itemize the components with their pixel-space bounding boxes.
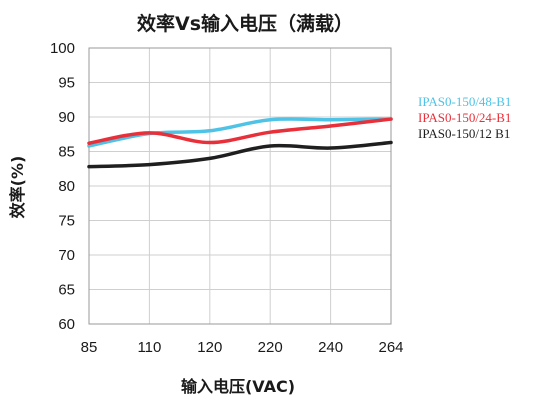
x-tick-label: 120 bbox=[197, 339, 222, 356]
y-tick-label: 100 bbox=[50, 40, 75, 57]
x-tick-labels: 85 110 120 220 240 264 bbox=[81, 339, 404, 356]
x-tick-label: 220 bbox=[258, 339, 283, 356]
y-tick-label: 85 bbox=[58, 144, 75, 161]
y-tick-label: 95 bbox=[58, 75, 75, 92]
x-axis-label: 输入电压(VAC) bbox=[181, 377, 295, 396]
grid bbox=[88, 47, 392, 325]
x-tick-label: 264 bbox=[378, 339, 403, 356]
legend-entry-0: IPAS0-150/48-B1 bbox=[418, 94, 511, 109]
x-tick-label: 110 bbox=[137, 339, 161, 356]
y-tick-label: 75 bbox=[58, 213, 75, 230]
legend: IPAS0-150/48-B1IPAS0-150/24-B1IPAS0-150/… bbox=[418, 94, 511, 141]
series-line-2 bbox=[87, 140, 393, 169]
legend-entry-2: IPAS0-150/12 B1 bbox=[418, 126, 510, 141]
y-tick-label: 60 bbox=[58, 316, 75, 333]
plot-frame bbox=[88, 47, 392, 325]
series-line-1 bbox=[87, 117, 393, 145]
y-tick-label: 80 bbox=[58, 178, 75, 195]
x-tick-label: 85 bbox=[81, 339, 98, 356]
x-tick-label: 240 bbox=[318, 339, 343, 356]
y-axis-label: 效率(%) bbox=[8, 156, 27, 219]
y-tick-labels: 60 65 70 75 80 85 90 95 100 bbox=[50, 40, 75, 333]
y-tick-label: 90 bbox=[58, 109, 75, 126]
legend-entry-1: IPAS0-150/24-B1 bbox=[418, 110, 511, 125]
y-tick-label: 70 bbox=[58, 247, 75, 264]
y-tick-label: 65 bbox=[58, 282, 75, 299]
series-lines bbox=[87, 117, 393, 169]
chart-title: 效率Vs输入电压（满载） bbox=[137, 12, 353, 35]
